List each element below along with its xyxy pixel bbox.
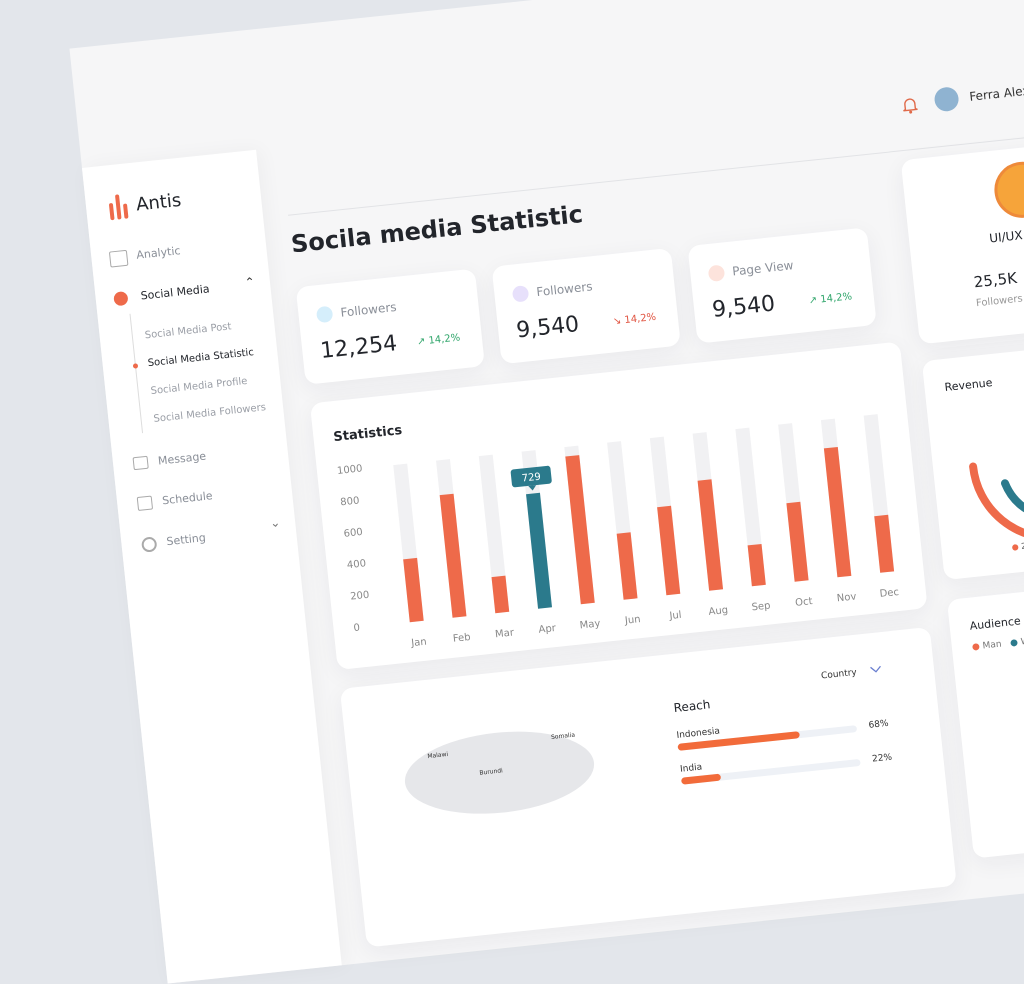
stat-change-text: 14,2% — [624, 312, 657, 326]
stat-icon — [708, 264, 726, 282]
bar — [786, 502, 808, 582]
nav-item[interactable]: Setting — [166, 531, 207, 548]
reach-bar — [681, 774, 721, 785]
stat-value: 12,254 — [319, 331, 398, 364]
x-tick-label: Feb — [452, 632, 471, 645]
brand-logo — [107, 191, 132, 221]
stat-value: 9,540 — [515, 312, 580, 343]
x-tick-label: Dec — [879, 587, 899, 600]
x-tick-label: May — [579, 618, 601, 631]
x-tick-label: Jan — [410, 637, 427, 650]
x-tick-label: Jun — [623, 614, 641, 627]
bar — [617, 532, 638, 599]
sub-item[interactable]: Social Media Profile — [150, 376, 248, 397]
bell-icon[interactable] — [899, 94, 921, 116]
stat-change: ↘ 14,2% — [612, 312, 656, 327]
stat-label: Page View — [732, 258, 794, 278]
tree-line — [130, 314, 144, 433]
reach-country: India — [680, 762, 703, 774]
tooltip-value: 729 — [521, 472, 541, 485]
dashboard: Ferra Alex Antis Analytic Social Media ⌃… — [82, 48, 1024, 984]
stat-icon — [512, 285, 530, 303]
setting-icon — [141, 536, 157, 552]
stat-card: Page View 9,540 ↗ 14,2% — [687, 227, 876, 343]
bar — [874, 515, 894, 573]
brand-name: Antis — [135, 190, 182, 216]
stat-change-text: 14,2% — [820, 291, 853, 305]
nav-item[interactable]: Message — [157, 450, 206, 468]
stat-change-text: 14,2% — [428, 332, 461, 346]
sub-item[interactable]: Social Media Post — [144, 321, 232, 341]
bar — [698, 479, 723, 590]
profile-stat-value: 25,5K — [973, 269, 1018, 291]
x-tick-label: Oct — [795, 596, 813, 609]
nav-item[interactable]: Schedule — [162, 489, 214, 507]
profile-stat-label: Followers — [976, 293, 1024, 309]
chevron-up[interactable]: ⌃ — [244, 275, 255, 290]
profile-card: UI/UX Desig 25,5K Followers — [901, 133, 1024, 344]
profile-role: UI/UX Desig — [989, 224, 1024, 245]
reach-title: Reach — [673, 697, 711, 715]
reach-country: Indonesia — [676, 726, 720, 740]
stat-change: ↗ 14,2% — [808, 291, 852, 306]
y-tick-label: 0 — [353, 622, 360, 634]
bar — [657, 506, 680, 595]
y-tick-label: 800 — [340, 495, 360, 508]
y-tick-label: 200 — [350, 590, 370, 603]
y-tick-label: 600 — [343, 527, 363, 540]
bar — [440, 494, 467, 618]
country-filter[interactable]: Country — [821, 668, 858, 682]
x-tick-label: Mar — [495, 627, 516, 640]
legend-text: W — [1020, 637, 1024, 648]
x-tick-label: Jul — [668, 610, 682, 622]
profile-avatar — [992, 159, 1024, 221]
stat-label: Followers — [340, 300, 397, 320]
x-tick-label: Nov — [836, 591, 857, 604]
x-tick-label: Apr — [538, 623, 557, 636]
page: Ferra Alex Antis Analytic Social Media ⌃… — [0, 0, 1024, 768]
stat-card: Followers 12,254 ↗ 14,2% — [296, 269, 485, 385]
legend-text: Man — [982, 640, 1002, 652]
bar — [403, 558, 424, 622]
chevron-down[interactable]: ⌄ — [269, 515, 280, 530]
chart-title: Statistics — [333, 423, 403, 445]
sub-item-active[interactable]: Social Media Statistic — [147, 347, 254, 369]
analytic-icon — [109, 250, 129, 268]
active-dot — [133, 363, 138, 368]
sub-item[interactable]: Social Media Followers — [153, 402, 266, 425]
audience-title: Audience by — [969, 613, 1024, 633]
audience-legend: ● Man ● W — [971, 637, 1024, 653]
message-icon — [133, 456, 149, 470]
reach-value: 22% — [872, 753, 893, 765]
x-tick-label: Sep — [751, 600, 771, 613]
bar — [565, 455, 594, 604]
map-label: Somalia — [551, 732, 576, 742]
bar — [824, 447, 851, 577]
stat-card: Followers 9,540 ↘ 14,2% — [492, 248, 681, 364]
x-tick-label: Aug — [708, 605, 729, 618]
y-tick-label: 400 — [346, 558, 366, 571]
bar — [526, 493, 552, 609]
stat-change: ↗ 14,2% — [416, 332, 460, 347]
bar — [748, 544, 766, 586]
stat-icon — [316, 306, 334, 324]
revenue-arcs — [947, 384, 1024, 548]
filter-chevron[interactable] — [871, 666, 881, 672]
revenue-title: Revenue — [944, 376, 993, 394]
stat-value: 9,540 — [711, 291, 776, 322]
bar — [492, 576, 510, 614]
nav-item-active[interactable]: Social Media — [140, 282, 210, 302]
nav-item[interactable]: Analytic — [136, 244, 181, 262]
stat-label: Followers — [536, 279, 593, 299]
schedule-icon — [137, 496, 153, 511]
social-icon — [113, 291, 128, 306]
reach-value: 68% — [868, 719, 889, 731]
y-tick-label: 1000 — [337, 463, 363, 477]
